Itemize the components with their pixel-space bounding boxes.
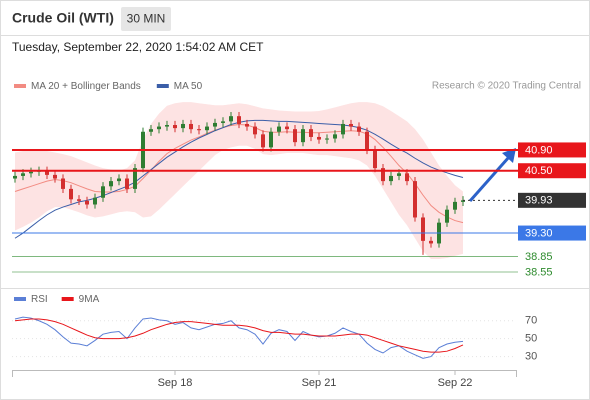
candle-body	[413, 181, 417, 218]
candle-body	[13, 175, 17, 179]
candle-body	[93, 197, 97, 205]
candle-body	[357, 126, 361, 132]
credit: Research © 2020 Trading Central	[432, 81, 581, 92]
candle-body	[53, 174, 57, 179]
candle-body	[277, 126, 281, 132]
candle-body	[237, 116, 241, 124]
candle-body	[229, 116, 233, 122]
candle-body	[245, 123, 249, 127]
legend-swatch	[14, 297, 26, 301]
candle-body	[373, 149, 377, 169]
level-tag	[518, 225, 586, 241]
candle-body	[69, 188, 73, 200]
candle-body	[197, 129, 201, 131]
candle-body	[293, 129, 297, 143]
candle-body	[157, 126, 161, 130]
candle-body	[349, 123, 353, 127]
candle-body	[133, 168, 137, 189]
candle-body	[429, 240, 433, 244]
interval-label: 30 MIN	[127, 12, 166, 26]
candle-body	[397, 173, 401, 176]
forecast-arrow	[468, 156, 511, 202]
candle-body	[165, 125, 169, 127]
rsi-line	[14, 316, 464, 359]
candle-body	[173, 125, 177, 129]
candle-body	[317, 136, 321, 140]
rsi-line	[14, 318, 464, 353]
candle-body	[61, 178, 65, 189]
x-tick-label: Sep 21	[302, 377, 337, 389]
candle-body	[301, 129, 305, 143]
candle-body	[21, 173, 25, 176]
legend-swatch	[61, 297, 74, 301]
candle-body	[125, 178, 129, 189]
candle-body	[445, 209, 449, 223]
candle-body	[213, 122, 217, 127]
legend-label: RSI	[31, 294, 48, 305]
level-label: 39.30	[525, 227, 553, 239]
legend-label: 9MA	[79, 294, 100, 305]
candle-body	[405, 173, 409, 182]
level-tag	[518, 163, 586, 179]
candle-body	[341, 123, 345, 135]
forecast-arrowhead	[502, 148, 516, 163]
candle-body	[29, 171, 33, 174]
candle-body	[205, 126, 209, 131]
legend-swatch	[14, 84, 26, 88]
candle-body	[109, 181, 113, 187]
candle-body	[381, 168, 385, 182]
level-label: 39.93	[525, 195, 553, 207]
level-label: 38.55	[525, 266, 553, 278]
y-tick-label: 30	[525, 350, 537, 362]
candle-body	[389, 175, 393, 182]
candle-body	[261, 134, 265, 148]
candle-body	[149, 129, 153, 132]
x-tick-label: Sep 22	[438, 377, 473, 389]
level-tag	[518, 142, 586, 158]
legend-swatch	[156, 84, 169, 88]
candle-body	[181, 123, 185, 129]
candle-body	[45, 170, 49, 175]
candle-body	[117, 178, 121, 182]
candle-body	[85, 200, 89, 205]
candle-body	[453, 201, 457, 210]
candle-body	[333, 134, 337, 139]
instrument-title: Crude Oil (WTI)	[12, 10, 114, 26]
interval-badge[interactable]	[121, 7, 171, 31]
y-tick-label: 70	[525, 315, 537, 327]
x-tick-label: Sep 18	[158, 377, 193, 389]
level-label: 40.50	[525, 165, 553, 177]
level-label: 40.90	[525, 144, 553, 156]
candle-body	[221, 121, 225, 123]
candle-body	[325, 138, 329, 140]
candle-body	[309, 129, 313, 137]
candle-body	[77, 199, 81, 201]
candle-body	[189, 123, 193, 130]
candle-body	[461, 200, 465, 202]
candle-body	[285, 126, 289, 130]
legend-label: MA 50	[174, 81, 203, 92]
candle-body	[269, 131, 273, 148]
candle-body	[101, 186, 105, 198]
candle-body	[365, 131, 369, 150]
level-label: 38.85	[525, 251, 553, 263]
timestamp: Tuesday, September 22, 2020 1:54:02 AM C…	[12, 40, 264, 54]
level-tag	[518, 192, 586, 208]
candle-body	[421, 217, 425, 241]
y-tick-label: 50	[525, 333, 537, 345]
candle-body	[253, 126, 257, 135]
legend-label: MA 20 + Bollinger Bands	[31, 81, 141, 92]
bollinger-band	[15, 102, 463, 260]
